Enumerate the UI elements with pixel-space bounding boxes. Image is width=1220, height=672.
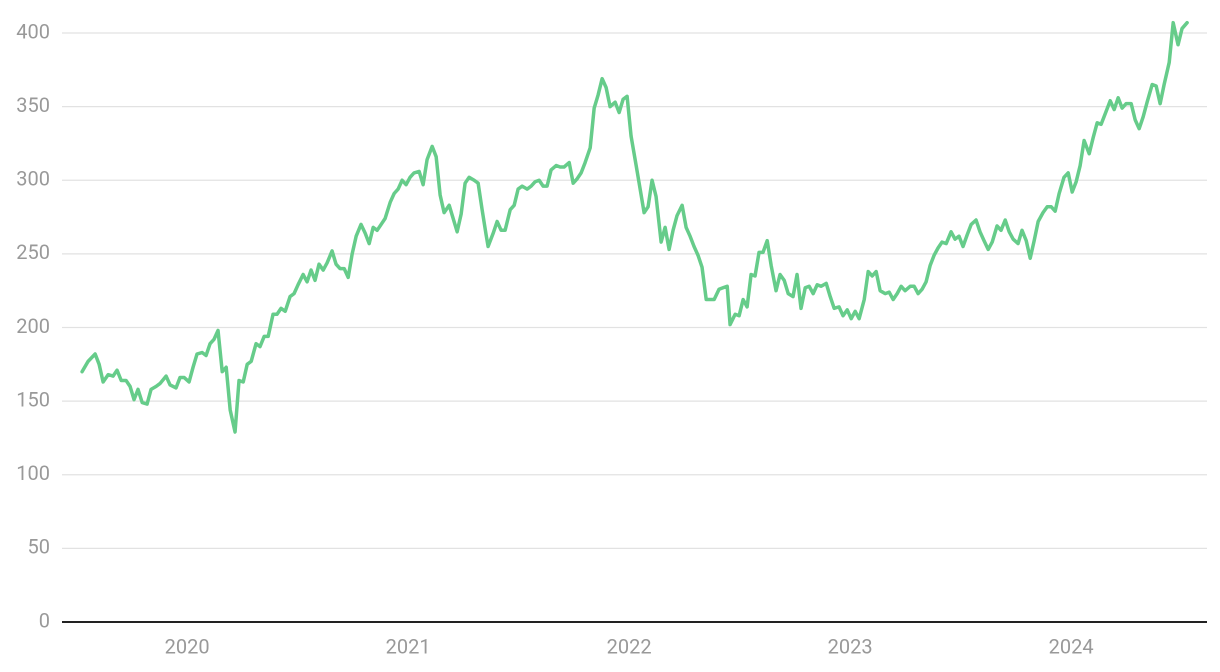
x-tick-label: 2022 bbox=[607, 634, 652, 658]
y-tick-label: 350 bbox=[16, 93, 50, 117]
y-tick-label: 200 bbox=[16, 314, 50, 338]
line bbox=[80, 20, 1189, 434]
y-tick-label: 400 bbox=[16, 19, 50, 43]
y-tick-label: 100 bbox=[16, 461, 50, 485]
y-tick-label: 150 bbox=[16, 387, 50, 411]
y-tick-label: 300 bbox=[16, 167, 50, 191]
y-tick-label: 50 bbox=[28, 535, 50, 559]
x-tick-label: 2024 bbox=[1049, 634, 1094, 658]
x-tick-label: 2021 bbox=[386, 634, 431, 658]
x-tick-label: 2023 bbox=[828, 634, 873, 658]
y-tick-label: 0 bbox=[39, 608, 50, 632]
y-tick-label: 250 bbox=[16, 240, 50, 264]
x-tick-label: 2020 bbox=[165, 634, 210, 658]
